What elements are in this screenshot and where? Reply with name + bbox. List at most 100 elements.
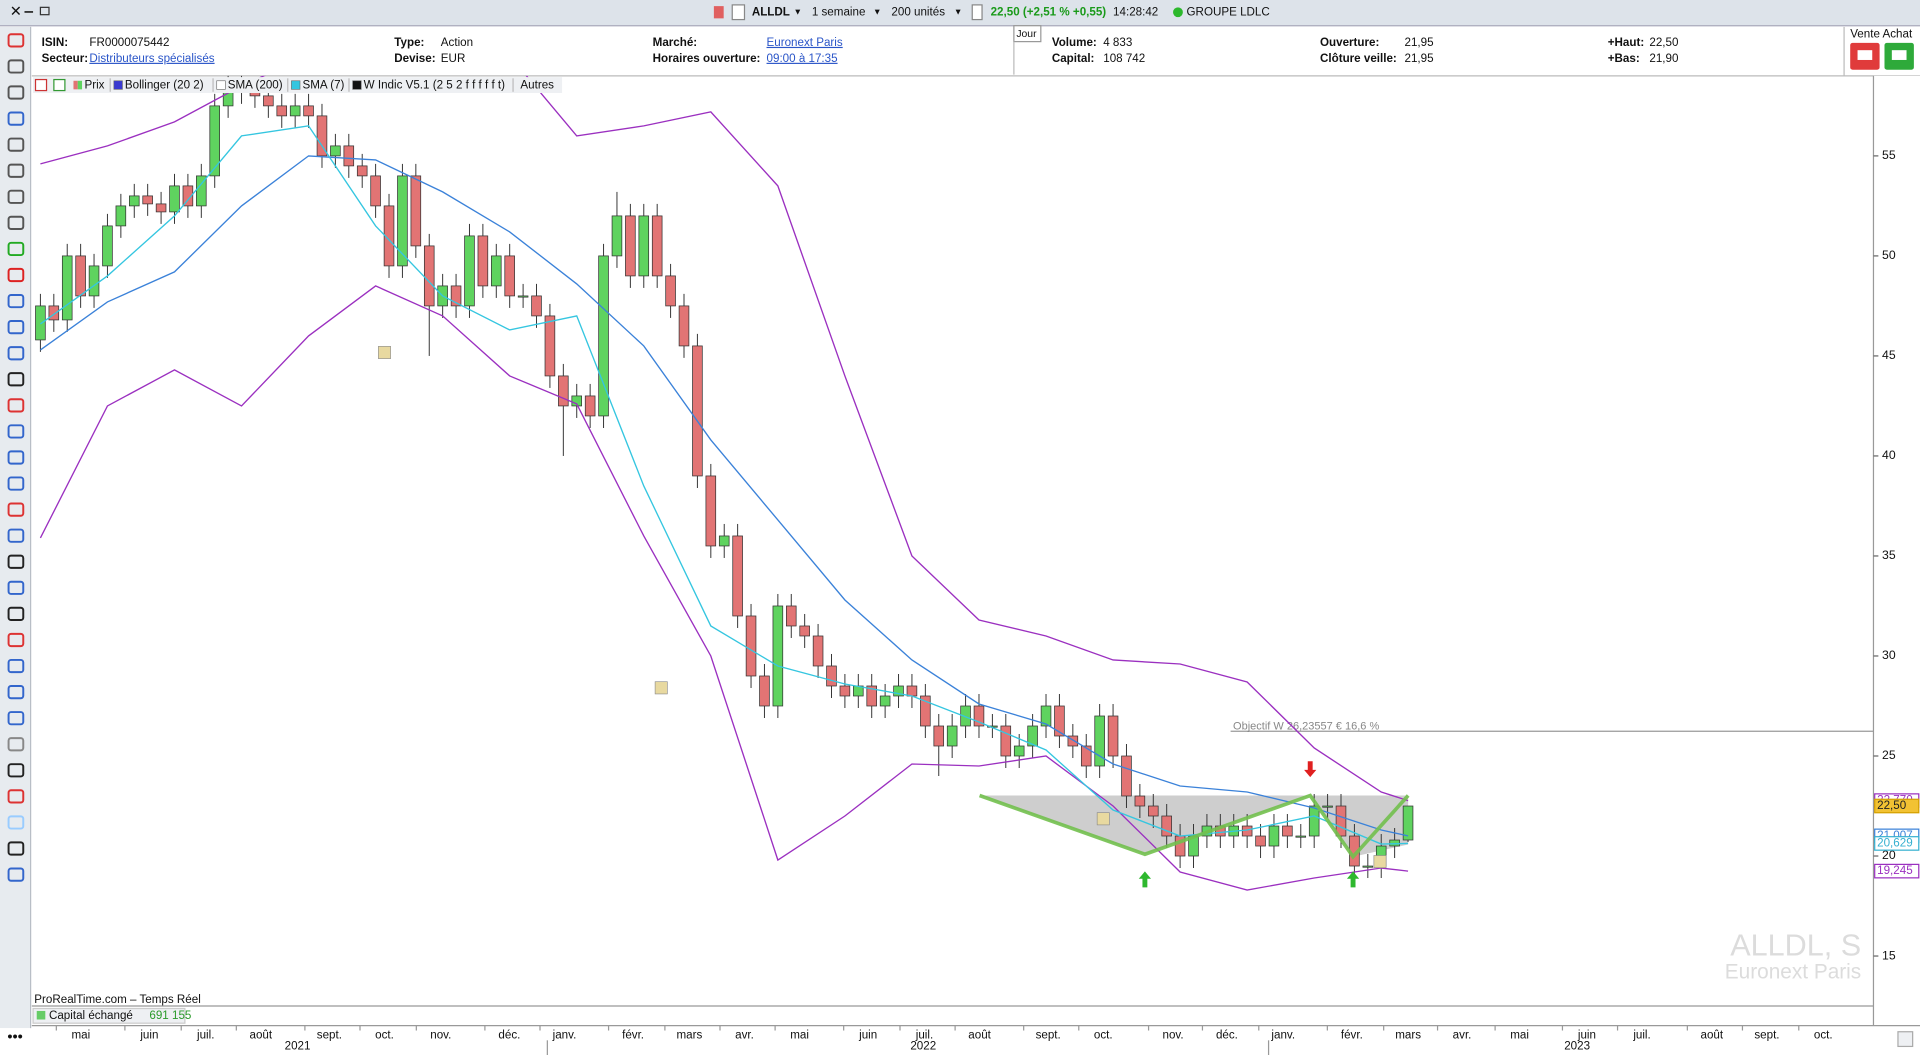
add-indicator[interactable] (53, 78, 66, 92)
x-tick-label: sept. (1036, 1028, 1061, 1041)
type-label: Type: (394, 36, 424, 49)
secteur-link[interactable]: Distributeurs spécialisés (89, 52, 214, 65)
legend-item[interactable]: Bollinger (20 2) (125, 79, 204, 92)
tool-button[interactable] (7, 789, 25, 804)
scroll-button[interactable] (1897, 1031, 1914, 1048)
quote-icon[interactable] (971, 4, 983, 21)
event-icon[interactable] (1373, 855, 1387, 869)
dropdown-arrow[interactable]: ▼ (954, 7, 962, 17)
candle-body (343, 145, 355, 167)
info-icon[interactable] (731, 4, 746, 21)
tool-button[interactable] (7, 267, 25, 283)
candle-body (182, 185, 194, 207)
minimize-button[interactable] (24, 11, 34, 13)
tool-button[interactable] (7, 867, 25, 882)
legend-item[interactable]: SMA (200) (228, 79, 283, 92)
tool-button[interactable] (7, 293, 25, 309)
candle-body (906, 685, 918, 697)
candle-body (812, 635, 824, 667)
legend-item[interactable]: SMA (7) (302, 79, 344, 92)
tool-button[interactable] (7, 163, 25, 178)
candle-body (303, 105, 314, 117)
tool-button[interactable] (7, 658, 25, 674)
close-button[interactable]: ✕ (10, 4, 22, 20)
jour-tab[interactable] (1013, 25, 1042, 43)
volume: 4 833 (1103, 36, 1132, 49)
add-indicator[interactable] (34, 78, 48, 92)
x-tick-label: mai (1510, 1028, 1529, 1041)
company: GROUPE LDLC (1187, 5, 1270, 18)
candle-body (276, 105, 288, 117)
x-tick-label: nov. (1163, 1028, 1184, 1041)
horaires-link[interactable]: 09:00 à 17:35 (767, 52, 838, 65)
tool-button[interactable] (7, 841, 25, 856)
tool-button[interactable] (7, 815, 25, 830)
legend-item[interactable]: Autres (520, 79, 554, 92)
secteur-label: Secteur: (42, 52, 88, 65)
y-tick-label: 45 (1882, 348, 1896, 362)
legend-item[interactable]: W Indic V5.1 (2 5 2 f f f f f t) (364, 79, 505, 92)
tool-button[interactable] (7, 476, 25, 491)
tool-button[interactable] (7, 59, 25, 74)
price-tag (1874, 836, 1920, 851)
event-icon[interactable] (378, 346, 391, 359)
chart-type-icon[interactable] (713, 6, 724, 19)
period[interactable]: 1 semaine (812, 5, 866, 18)
tool-button[interactable] (7, 711, 25, 726)
restore-button[interactable] (39, 6, 50, 16)
candle-body (35, 305, 46, 341)
legend-swatch (216, 80, 226, 90)
tool-button[interactable] (7, 85, 25, 100)
quote: 22,50 (+2,51 % +0,55) (991, 5, 1107, 18)
tool-button[interactable] (7, 346, 25, 361)
jour[interactable]: Jour (1016, 29, 1037, 40)
candle-body (1134, 795, 1146, 807)
tool-button[interactable] (7, 554, 25, 569)
x-tick-label: nov. (430, 1028, 451, 1041)
candle-body (920, 695, 931, 727)
event-icon[interactable] (1096, 812, 1110, 826)
symbol[interactable]: ALLDL (752, 5, 790, 18)
event-icon[interactable] (654, 681, 668, 695)
x-tick-label: juin (858, 1028, 877, 1041)
tool-button[interactable] (7, 137, 25, 152)
tool-button[interactable] (7, 685, 25, 700)
tool-button[interactable] (7, 763, 25, 778)
tool-button[interactable] (7, 632, 25, 648)
tool-button[interactable] (7, 189, 25, 204)
candle-body (1322, 805, 1333, 808)
tool-button[interactable] (7, 424, 25, 439)
tool-button[interactable] (7, 580, 25, 595)
x-tick-label: mai (71, 1028, 90, 1041)
units[interactable]: 200 unités (891, 5, 945, 18)
candle-body (638, 215, 650, 277)
tool-button[interactable] (7, 398, 25, 413)
legend-item[interactable]: Prix (84, 79, 104, 92)
tool-button[interactable] (7, 606, 25, 622)
isin: FR0000075442 (89, 36, 169, 49)
tool-button[interactable] (7, 528, 25, 543)
menu-button[interactable]: ••• (7, 1030, 22, 1046)
tool-button[interactable] (7, 111, 25, 126)
candle-body (356, 165, 368, 177)
candle-body (531, 295, 542, 317)
tool-button[interactable] (7, 450, 25, 465)
tool-button[interactable] (7, 320, 25, 335)
tool-button[interactable] (7, 215, 25, 230)
tool-button[interactable] (7, 737, 25, 752)
tool-button[interactable] (7, 502, 25, 517)
x-tick-label: oct. (1094, 1028, 1113, 1041)
source: ProRealTime.com – Temps Réel (34, 993, 201, 1006)
tool-button[interactable] (7, 33, 25, 48)
tool-button[interactable] (7, 372, 25, 387)
dropdown-arrow[interactable]: ▼ (793, 7, 801, 17)
tool-button[interactable] (7, 241, 25, 257)
x-tick-label: sept. (1754, 1028, 1779, 1041)
x-tick-label: juil. (1632, 1028, 1650, 1041)
marche-link[interactable]: Euronext Paris (767, 36, 843, 49)
dropdown-arrow[interactable]: ▼ (873, 7, 881, 17)
volume-label: Volume: (1052, 36, 1097, 49)
volume-panel-tab[interactable] (32, 1007, 186, 1024)
